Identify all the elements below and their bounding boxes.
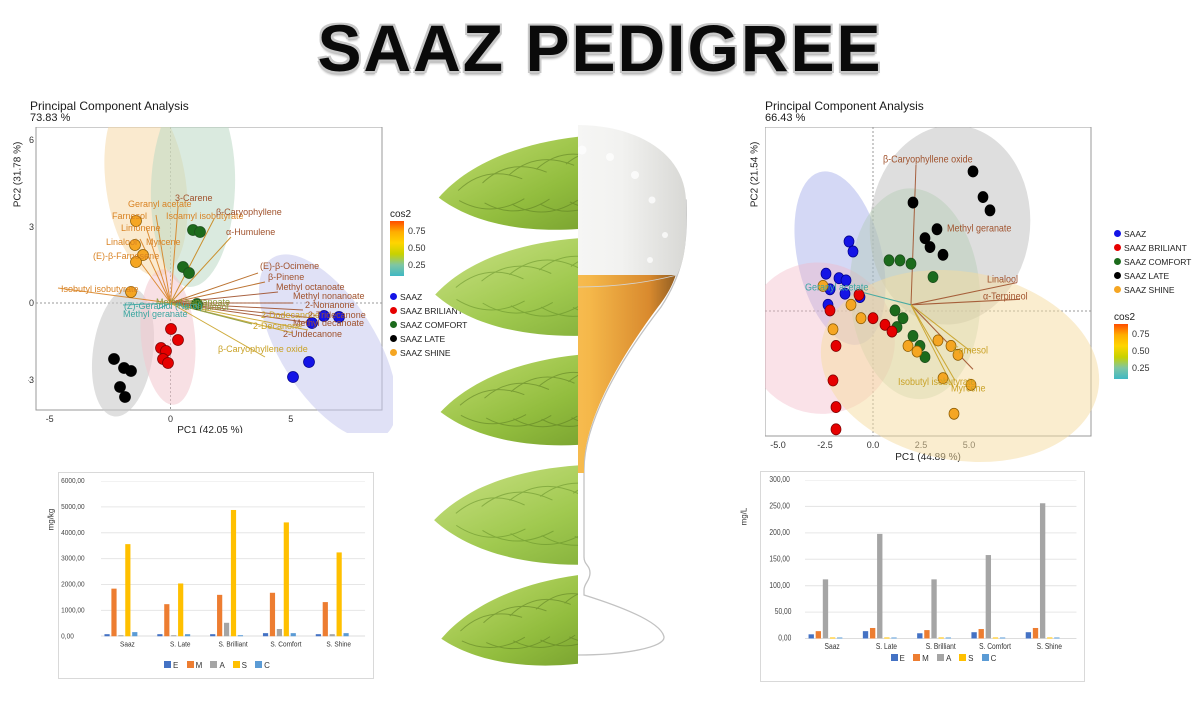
svg-text:6: 6 (29, 135, 34, 145)
svg-text:Linalool: Linalool (987, 274, 1018, 286)
svg-text:(E)-β-Farnesene: (E)-β-Farnesene (93, 251, 159, 261)
svg-text:-3: -3 (28, 375, 34, 385)
svg-text:0: 0 (29, 298, 34, 308)
svg-text:3-Carene: 3-Carene (175, 193, 213, 203)
svg-text:β-Caryophyllene: β-Caryophyllene (216, 207, 282, 217)
svg-text:β-Caryophyllene oxide: β-Caryophyllene oxide (883, 154, 973, 166)
svg-text:5: 5 (288, 414, 293, 424)
svg-text:PC1 (42.05 %): PC1 (42.05 %) (177, 425, 243, 433)
svg-text:β-Caryophyllene oxide: β-Caryophyllene oxide (218, 344, 308, 354)
svg-text:Myrcene: Myrcene (951, 383, 985, 395)
svg-text:Limonene: Limonene (121, 223, 161, 233)
svg-text:0.0: 0.0 (867, 440, 880, 450)
svg-text:Geranyl acetate: Geranyl acetate (805, 282, 868, 294)
svg-text:2-Undecanone: 2-Undecanone (283, 329, 342, 339)
svg-text:α-Terpineol: α-Terpineol (983, 291, 1028, 303)
svg-text:-5: -5 (46, 414, 54, 424)
svg-text:-5.0: -5.0 (770, 440, 786, 450)
svg-text:3: 3 (29, 222, 34, 232)
svg-text:2-Nonanone: 2-Nonanone (305, 300, 355, 310)
svg-text:Farnesol: Farnesol (112, 211, 147, 221)
svg-text:Methyl decanoate: Methyl decanoate (293, 318, 364, 328)
svg-text:β-Pinene: β-Pinene (268, 272, 304, 282)
svg-text:Methyl geranate: Methyl geranate (947, 223, 1011, 235)
svg-text:Linalool: Linalool (106, 237, 137, 247)
svg-text:α-Humulene: α-Humulene (226, 227, 275, 237)
svg-text:Farnesol: Farnesol (953, 345, 988, 357)
svg-text:Isobutyl isobutyrate: Isobutyl isobutyrate (61, 284, 139, 294)
svg-text:(E)-β-Ocimene: (E)-β-Ocimene (260, 261, 319, 271)
svg-text:-2.5: -2.5 (817, 440, 833, 450)
svg-text:0: 0 (168, 414, 173, 424)
svg-text:(Z)-Geraniol (Nerol): (Z)-Geraniol (Nerol) (124, 301, 203, 311)
svg-text:Myrcene: Myrcene (146, 237, 181, 247)
